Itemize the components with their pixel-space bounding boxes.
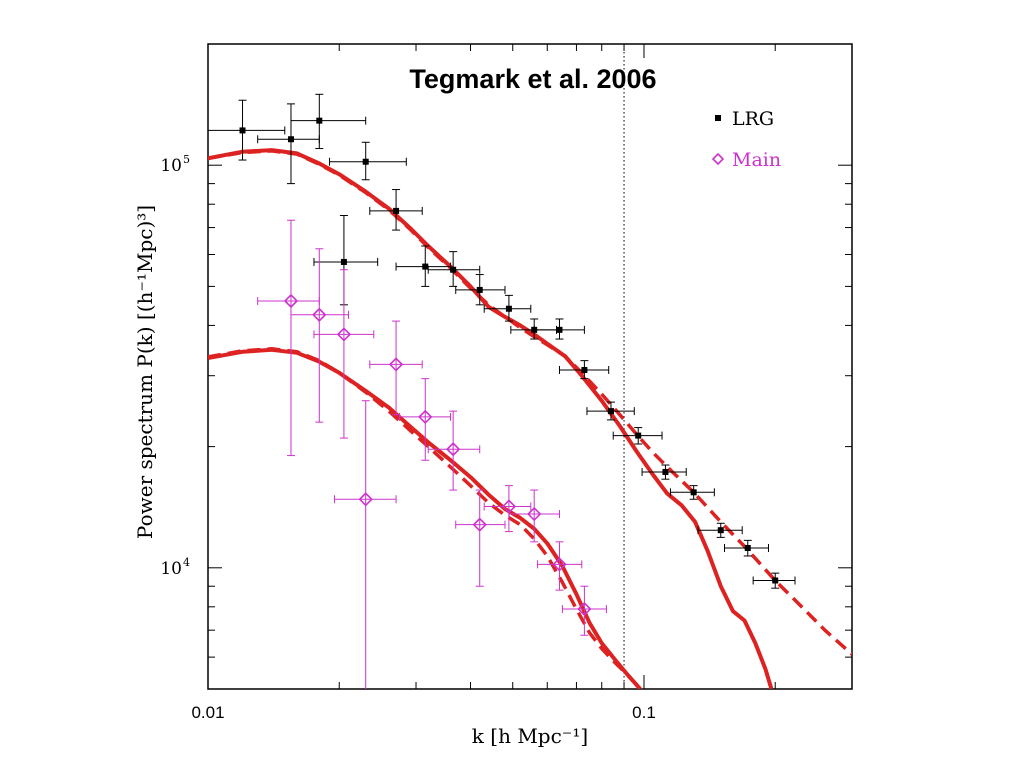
main-marker	[472, 517, 487, 532]
lrg-marker	[316, 117, 323, 124]
main-solid-curve	[208, 347, 642, 689]
legend-label-lrg: LRG	[732, 108, 774, 130]
x-tick-label: 0.1	[632, 703, 656, 722]
lrg-point	[697, 522, 743, 538]
main-marker	[358, 492, 373, 507]
lrg-point	[483, 294, 532, 322]
main-point	[369, 320, 423, 416]
main-point	[399, 378, 452, 461]
lrg-marker	[717, 527, 724, 534]
lrg-point	[724, 539, 769, 557]
lrg-dashed-curve	[208, 149, 852, 656]
axis-ticks	[207, 43, 852, 690]
lrg-marker	[581, 366, 588, 373]
lrg-point	[612, 427, 663, 445]
x-axis-label: k [h Mpc⁻¹]	[472, 724, 588, 748]
main-point	[427, 410, 481, 491]
lrg-marker	[450, 266, 457, 273]
main-point	[537, 541, 583, 591]
main-dashed-curve	[208, 347, 644, 689]
lrg-marker	[690, 489, 697, 496]
lrg-marker	[505, 305, 512, 312]
legend-marker-lrg	[715, 115, 721, 121]
lrg-point	[586, 401, 635, 421]
lrg-point	[290, 93, 367, 150]
lrg-solid-curve	[208, 148, 774, 689]
main-marker	[577, 601, 592, 617]
chart-title: Tegmark et al. 2006	[409, 64, 656, 94]
x-tick-label: 0.01	[191, 703, 224, 722]
lrg-point	[427, 251, 481, 287]
lrg-point	[257, 103, 320, 185]
lrg-marker	[340, 258, 347, 265]
plot-frame	[207, 43, 853, 690]
lrg-point	[369, 189, 423, 231]
lrg-point	[558, 360, 610, 380]
legend-marker-main	[711, 152, 725, 166]
lrg-point	[752, 572, 796, 589]
lrg-marker	[362, 158, 369, 165]
main-point	[561, 585, 607, 636]
lrg-point	[669, 485, 715, 500]
main-marker	[388, 357, 404, 372]
lrg-point	[395, 245, 452, 287]
y-tick-label-exponent: 5	[183, 153, 190, 166]
lrg-point	[329, 141, 407, 181]
lrg-point	[313, 214, 379, 306]
lrg-marker	[635, 432, 642, 439]
y-tick-label: 10	[160, 559, 182, 579]
lrg-point	[641, 464, 687, 480]
main-marker	[336, 327, 352, 342]
lrg-marker	[422, 263, 429, 270]
main-point	[333, 400, 397, 689]
lrg-marker	[662, 468, 669, 475]
main-point	[257, 219, 320, 457]
main-marker	[446, 442, 461, 457]
main-marker	[552, 557, 567, 572]
lrg-marker	[607, 408, 614, 415]
data-points	[208, 93, 796, 689]
lrg-point	[455, 274, 506, 306]
lrg-marker	[476, 286, 483, 293]
lrg-marker	[393, 207, 400, 214]
main-marker	[312, 307, 327, 322]
legend-label-main: Main	[732, 149, 781, 171]
legend: LRG Main	[711, 108, 781, 171]
y-tick-label-exponent: 4	[183, 556, 190, 569]
main-point	[455, 489, 506, 587]
main-marker	[527, 506, 542, 522]
lrg-marker	[772, 577, 779, 584]
lrg-point	[208, 99, 286, 161]
main-point	[290, 248, 349, 423]
y-tick-label: 10	[160, 156, 182, 176]
main-marker	[418, 409, 433, 425]
lrg-marker	[239, 127, 246, 134]
y-axis-label: Power spectrum P(k) [(h⁻¹Mpc)³]	[133, 205, 157, 539]
main-marker	[283, 293, 299, 309]
lrg-marker	[744, 544, 751, 551]
model-curves	[208, 148, 852, 689]
lrg-point	[533, 318, 585, 340]
main-point	[313, 269, 375, 439]
lrg-marker	[287, 136, 294, 143]
main-point	[508, 489, 560, 543]
lrg-marker	[556, 326, 563, 333]
